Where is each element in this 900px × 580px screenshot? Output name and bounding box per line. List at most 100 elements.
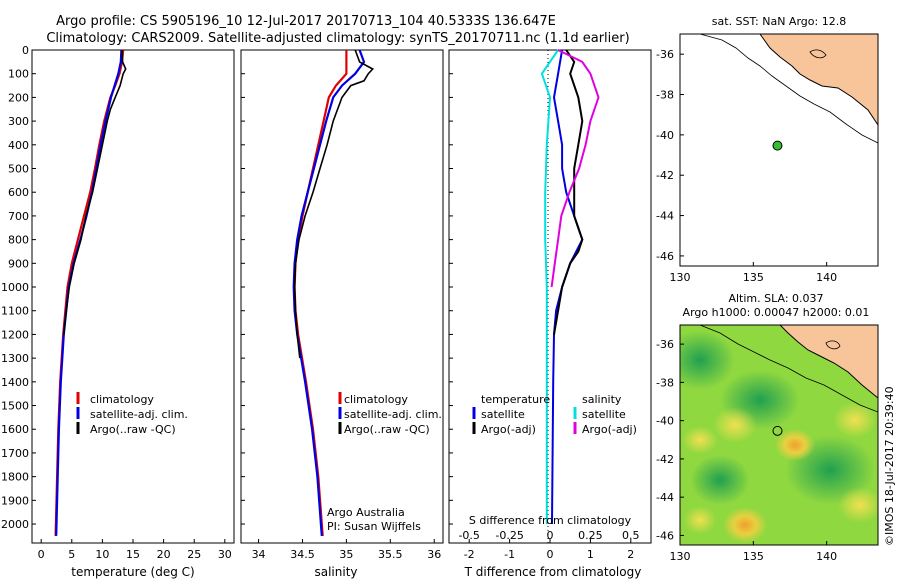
sla-map-panel: Altim. SLA: 0.037 Argo h1000: 0.00047 h2… [656,292,879,563]
x-tick-label: 15 [126,548,140,561]
sst-map-panel: sat. SST: NaN Argo: 12.8 130 135 140 -36 -38… [656,15,879,284]
legend-climatology-label: climatology [90,393,154,406]
series-line-climatology [293,50,348,536]
x-tick-label: 34.5 [290,548,315,561]
lon-tick-label: 135 [743,271,764,284]
salinity-panel: 34 34.5 35 35.5 36 salinity climatology sate… [240,49,444,579]
depth-tick-label: 1300 [1,352,29,365]
depth-tick-label: 1500 [1,400,29,413]
x-tick-label: 34 [252,548,266,561]
t-diff-tick-label: 0 [547,548,554,561]
sst-map-title: sat. SST: NaN Argo: 12.8 [712,15,846,28]
depth-tick-label: 100 [8,68,29,81]
sla-low-patch [690,455,750,505]
lon-tick-label: 140 [816,550,837,563]
lat-tick-label: -36 [656,48,674,61]
depth-tick-label: 900 [8,257,29,270]
sst-map-axes [679,33,879,267]
sla-low-patch [680,330,735,390]
depth-tick-label: 2000 [1,518,29,531]
series-line-temperature-satellite [551,49,584,525]
s-diff-tick-label: 0 [547,529,554,542]
temperature-axes [31,49,235,544]
x-tick-label: 35 [339,548,353,561]
depth-tick-label: 1000 [1,281,29,294]
s-diff-tick-label: 0.5 [622,529,640,542]
difference-legend: temperature satellite Argo(-adj) salinit… [472,393,637,436]
depth-tick-label: 1900 [1,494,29,507]
s-difference-xlabel: S difference from climatology [469,514,632,527]
depth-tick-label: 300 [8,115,29,128]
lat-tick-label: -44 [656,491,674,504]
lat-tick-label: -46 [656,529,674,542]
depth-tick-label: 1400 [1,376,29,389]
difference-panel: -2 -1 0 1 2 -0.5 -0.25 0 0.25 0.5 S difference fr… [448,49,652,579]
salinity-legend: climatology satellite-adj. clim. Argo(..… [338,392,442,436]
s-diff-tick-label: -0.5 [458,529,479,542]
island [809,49,827,59]
lat-tick-label: -38 [656,89,674,102]
argo-australia-label: Argo Australia [327,506,405,519]
lat-tick-label: -38 [656,376,674,389]
shelf-contour [699,33,879,144]
lon-tick-label: 140 [816,271,837,284]
shelf-contour [699,325,878,413]
sla-map-axes [679,324,879,546]
x-tick-label: 0 [38,548,45,561]
t-difference-xlabel: T difference from climatology [464,565,642,579]
legend-argo-label: Argo(..raw -QC) [90,423,176,436]
difference-axes [448,49,652,544]
land-mass [779,325,878,399]
series-line-salinity-argo-adj- [550,49,600,288]
series-line-argo-raw-qc- [293,49,374,359]
lat-tick-label: -36 [656,338,674,351]
lat-tick-label: -42 [656,169,674,182]
legend-salinity-title: salinity [582,393,622,406]
temperature-panel: 0100200300400500600700800900100011001200… [1,44,235,579]
figure-title-line2: Climatology: CARS2009. Satellite-adjuste… [46,31,629,46]
lat-tick-label: -40 [656,129,674,142]
depth-tick-label: 500 [8,163,29,176]
salinity-axes [240,49,444,544]
depth-tick-label: 0 [22,44,29,57]
sla-high-patch [682,426,718,454]
sla-high-patch [684,506,716,534]
legend-s-argo-label: Argo(-adj) [582,423,637,436]
sla-high-patch [775,429,815,461]
depth-tick-label: 1100 [1,305,29,318]
lon-tick-label: 130 [670,271,691,284]
depth-tick-label: 700 [8,210,29,223]
depth-tick-label: 400 [8,139,29,152]
s-diff-tick-label: -0.25 [495,529,523,542]
depth-tick-label: 1800 [1,471,29,484]
lat-tick-label: -44 [656,210,674,223]
lon-tick-label: 130 [670,550,691,563]
legend-t-argo-label: Argo(-adj) [481,423,536,436]
sla-high-patch [833,402,877,438]
salinity-xlabel: salinity [314,565,357,579]
t-diff-tick-label: -2 [464,548,475,561]
series-line-argo-raw-qc- [63,49,127,335]
t-diff-tick-label: -1 [504,548,515,561]
lat-tick-label: -46 [656,250,674,263]
sla-map-subtitle: Argo h1000: 0.00047 h2000: 0.01 [683,306,870,319]
legend-satellite-label: satellite-adj. clim. [344,408,442,421]
t-diff-tick-label: 1 [587,548,594,561]
argo-position-marker [772,425,783,436]
depth-tick-label: 200 [8,91,29,104]
lon-tick-label: 135 [743,550,764,563]
depth-tick-label: 1700 [1,447,29,460]
legend-argo-label: Argo(..raw -QC) [344,423,430,436]
x-tick-label: 20 [157,548,171,561]
sla-high-patch [838,487,878,523]
figure-title-line1: Argo profile: CS 5905196_10 12-Jul-2017 … [56,14,556,29]
legend-temperature-title: temperature [481,393,550,406]
pi-label: PI: Susan Wijffels [327,520,421,533]
legend-t-satellite-label: satellite [481,408,525,421]
s-diff-tick-label: 0.25 [578,529,603,542]
sla-high-patch [713,407,757,443]
series-line-temperature-argo-adj- [553,49,584,335]
depth-tick-label: 800 [8,234,29,247]
island [825,340,841,350]
